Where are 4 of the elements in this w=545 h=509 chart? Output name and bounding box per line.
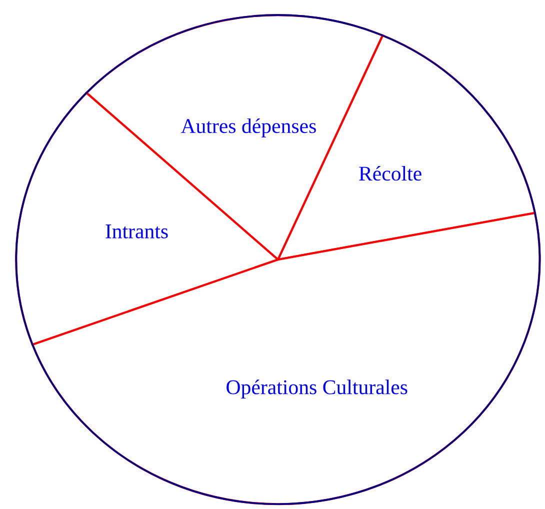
slice-label: Intrants <box>106 224 168 238</box>
slice-label: Autres dépenses <box>180 118 316 138</box>
slice-label: Opérations Culturales <box>226 380 408 399</box>
slice-label: Récolte <box>359 166 422 181</box>
